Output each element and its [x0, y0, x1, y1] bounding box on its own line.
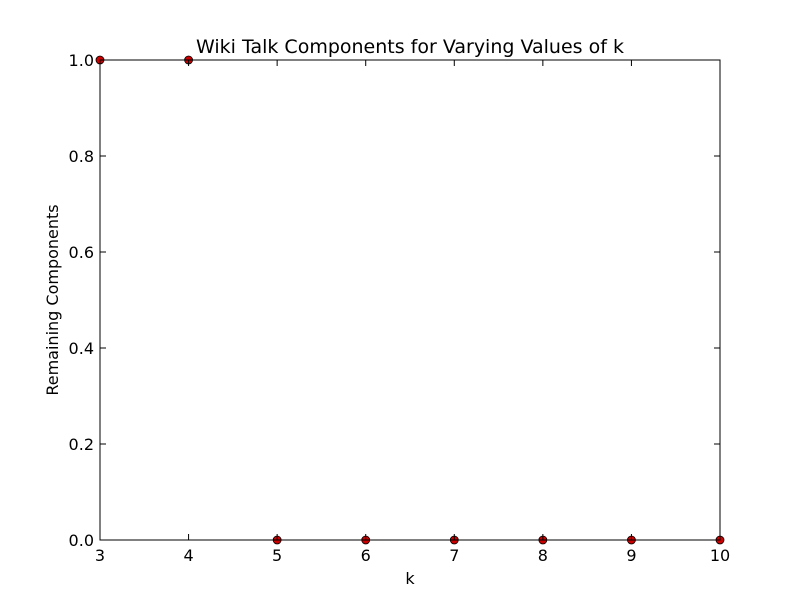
- y-tick-label: 1.0: [69, 51, 94, 70]
- y-tick-label: 0.0: [69, 531, 94, 550]
- x-tick-label: 7: [449, 546, 459, 565]
- x-tick-label: 9: [626, 546, 636, 565]
- y-tick-label: 0.8: [69, 147, 94, 166]
- x-tick-label: 5: [272, 546, 282, 565]
- axis-ticks: 3 4 5 6 7 8 9 10 0.0 0.2 0.4 0.6 0.8 1.0: [69, 51, 731, 565]
- x-tick-label: 4: [183, 546, 193, 565]
- chart-title: Wiki Talk Components for Varying Values …: [196, 36, 624, 58]
- x-tick-label: 10: [710, 546, 730, 565]
- y-tick-label: 0.4: [69, 339, 94, 358]
- x-tick-label: 8: [538, 546, 548, 565]
- y-axis-label: Remaining Components: [43, 204, 62, 395]
- y-tick-label: 0.6: [69, 243, 94, 262]
- x-tick-label: 6: [361, 546, 371, 565]
- plot-frame: [99, 59, 721, 541]
- x-axis-label: k: [405, 569, 415, 588]
- y-tick-label: 0.2: [69, 435, 94, 454]
- x-tick-label: 3: [95, 546, 105, 565]
